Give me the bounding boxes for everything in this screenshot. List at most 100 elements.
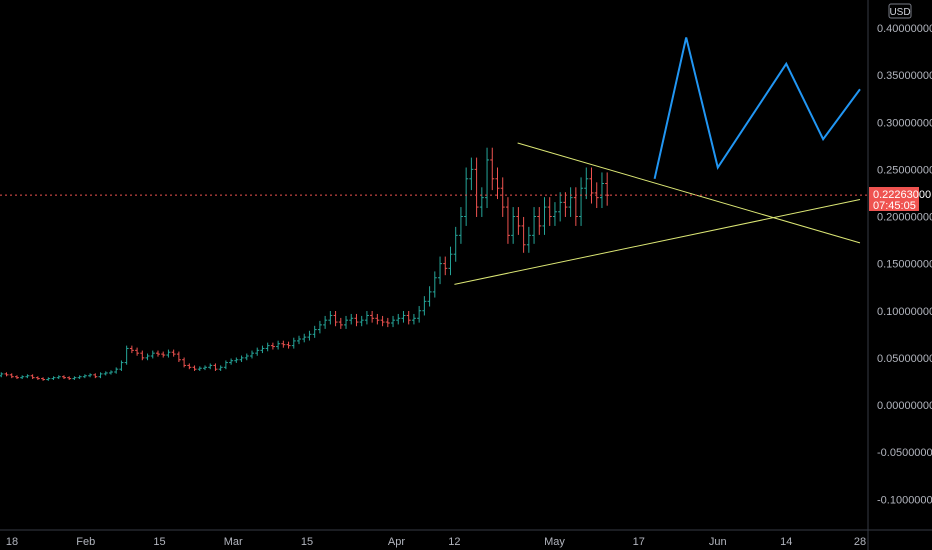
x-tick-label: May <box>544 536 565 548</box>
candle <box>380 315 385 327</box>
currency-badge[interactable] <box>888 3 912 19</box>
candle <box>140 350 145 361</box>
projection-line <box>653 37 861 180</box>
x-tick-label: 15 <box>301 536 313 548</box>
time-axis[interactable]: 18 Feb 15 Mar 15 Apr 12 May 17 Jun 14 28 <box>0 529 932 548</box>
candle <box>46 377 51 381</box>
candle <box>385 317 390 328</box>
y-tick-label: -0.05000000 <box>877 447 932 459</box>
candle <box>229 358 234 365</box>
candle <box>192 365 197 371</box>
candle <box>265 342 270 352</box>
candle <box>323 315 328 329</box>
candle <box>119 360 124 371</box>
candle <box>563 192 568 217</box>
y-tick-label: 0.10000000 <box>877 306 932 318</box>
candle <box>281 340 286 348</box>
candle <box>406 310 411 325</box>
candle <box>129 345 134 354</box>
candle <box>479 187 484 217</box>
x-tick-label: 12 <box>448 536 460 548</box>
price-axis[interactable]: USD 0.40000000 0.35000000 0.30000000 0.2500… <box>867 0 932 550</box>
y-tick-label: 0.05000000 <box>877 353 932 365</box>
candle <box>88 373 93 378</box>
candle <box>187 363 192 370</box>
candle <box>61 375 66 380</box>
x-tick-label: 15 <box>153 536 165 548</box>
candle <box>568 187 573 217</box>
candle <box>338 317 343 329</box>
candle <box>370 310 375 323</box>
candle <box>511 207 516 244</box>
candle <box>349 313 354 325</box>
candle <box>599 172 604 209</box>
candle <box>135 347 140 356</box>
candle <box>51 376 56 380</box>
candle <box>448 246 453 276</box>
candle <box>67 376 72 380</box>
candle <box>239 355 244 363</box>
candle <box>302 333 307 343</box>
candle <box>0 372 4 378</box>
candle <box>516 207 521 235</box>
candle <box>20 375 25 380</box>
trendline <box>454 199 861 285</box>
candle <box>505 197 510 244</box>
candle <box>584 167 589 200</box>
candle <box>150 350 155 359</box>
candle <box>35 376 40 380</box>
candle <box>375 313 380 325</box>
x-tick-label: 18 <box>6 536 18 548</box>
x-tick-label: 14 <box>780 536 792 548</box>
candle <box>291 337 296 349</box>
candle <box>485 147 490 209</box>
candle <box>41 377 46 381</box>
candle <box>532 207 537 244</box>
candle <box>72 376 77 380</box>
candle <box>223 360 228 370</box>
candle <box>526 226 531 253</box>
candle <box>474 157 479 217</box>
candle <box>417 306 422 323</box>
currency-label: USD <box>889 7 910 18</box>
y-tick-label: 0.00000000 <box>877 400 932 412</box>
trendlines <box>454 142 861 285</box>
candle <box>464 167 469 226</box>
candle <box>218 365 223 371</box>
candle <box>77 375 82 380</box>
candle <box>589 167 594 204</box>
candle <box>155 350 160 357</box>
candle <box>469 157 474 191</box>
y-tick-label: 0.40000000 <box>877 23 932 35</box>
y-tick-label: 0.35000000 <box>877 70 932 82</box>
candle <box>432 271 437 298</box>
candle <box>537 207 542 235</box>
candle <box>166 349 171 358</box>
candle <box>161 351 166 358</box>
candle <box>297 335 302 345</box>
candle <box>202 365 207 371</box>
candle <box>521 216 526 253</box>
candle <box>4 372 9 377</box>
x-tick-label: 28 <box>854 536 866 548</box>
y-tick-label: 0.30000000 <box>877 117 932 129</box>
candle <box>438 256 443 285</box>
candle <box>344 315 349 329</box>
candle <box>286 341 291 349</box>
candle <box>145 353 150 361</box>
candle <box>25 374 30 379</box>
candle <box>495 167 500 200</box>
candle <box>579 177 584 226</box>
x-tick-label: Feb <box>76 536 95 548</box>
candle <box>411 313 416 325</box>
x-tick-label: Mar <box>224 536 243 548</box>
candle <box>260 345 265 354</box>
candle <box>234 357 239 363</box>
candle <box>547 197 552 226</box>
candle <box>427 286 432 307</box>
candle <box>82 374 87 379</box>
x-tick-label: Apr <box>388 536 405 548</box>
candle <box>182 357 187 368</box>
candles <box>0 147 610 381</box>
